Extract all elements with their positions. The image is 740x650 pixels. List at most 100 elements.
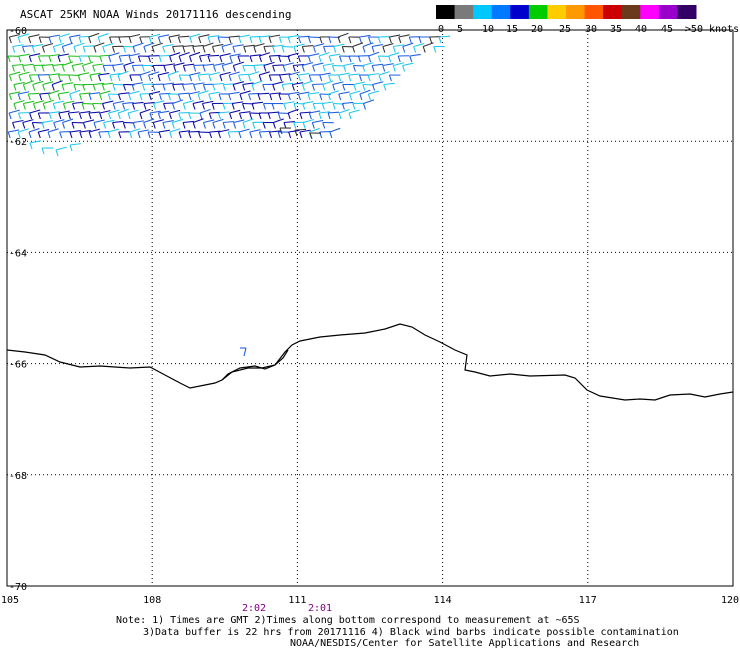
wind-barb-flag <box>137 55 141 63</box>
wind-barb-flag <box>52 103 56 110</box>
wind-barb-flag <box>158 131 162 139</box>
wind-barb-flag <box>118 55 122 63</box>
wind-barb-flag <box>319 36 323 44</box>
wind-barb-flag <box>278 55 282 63</box>
wind-barb-flag <box>283 103 287 110</box>
wind-barb-flag <box>371 46 375 53</box>
wind-barb <box>189 72 201 76</box>
wind-barb-flag <box>327 93 331 101</box>
wind-barb-flag <box>197 74 201 82</box>
wind-barb <box>108 52 120 57</box>
wind-barb <box>48 34 60 38</box>
wind-barb-flag <box>251 84 255 91</box>
wind-barb <box>208 72 220 76</box>
wind-barb <box>398 34 410 38</box>
wind-barb-flag <box>122 46 127 53</box>
legend-swatch-3 <box>491 5 511 19</box>
wind-barb-flag <box>79 93 83 101</box>
wind-barb <box>283 101 295 105</box>
legend-swatch-13 <box>677 5 697 19</box>
wind-barb <box>8 109 20 114</box>
wind-barb-flag <box>17 112 22 120</box>
wind-barb <box>62 61 74 67</box>
lon-label-114: 114 <box>434 595 452 606</box>
wind-barb <box>322 101 334 105</box>
wind-barb-flag <box>322 65 326 72</box>
wind-barb <box>239 90 251 95</box>
wind-barb <box>182 120 195 124</box>
wind-barb-flag <box>192 103 196 110</box>
wind-barb <box>393 62 405 67</box>
wind-barb <box>287 52 299 57</box>
wind-barb-flag <box>68 55 72 63</box>
wind-barb <box>213 62 225 67</box>
wind-barb-flag <box>352 103 356 110</box>
wind-barb-flag <box>122 122 126 129</box>
wind-barb-flag <box>48 55 52 63</box>
wind-barb <box>189 33 201 38</box>
wind-barb <box>183 63 195 67</box>
wind-barb <box>158 110 170 114</box>
wind-barb-flag <box>422 46 426 53</box>
wind-barb-flag <box>12 46 16 53</box>
wind-barb <box>127 109 139 114</box>
wind-barb-flag <box>162 122 166 129</box>
wind-barb <box>223 83 235 86</box>
wind-barb-flag <box>157 112 161 120</box>
wind-barb <box>102 82 114 86</box>
wind-barb <box>348 73 360 76</box>
wind-barb-flag <box>263 46 267 53</box>
wind-barb <box>108 93 120 96</box>
wind-barb-flag <box>139 36 143 44</box>
wind-barb-flag <box>242 84 246 91</box>
wind-barb <box>28 128 40 133</box>
wind-barb <box>93 42 105 48</box>
wind-barb <box>55 146 67 151</box>
wind-barb-flag <box>302 84 306 91</box>
wind-barb <box>48 90 60 95</box>
wind-barb-flag <box>17 131 21 139</box>
wind-barb <box>228 71 240 76</box>
wind-barb <box>228 130 240 133</box>
wind-barb-flag <box>378 74 382 82</box>
wind-barb-flag <box>327 112 331 120</box>
wind-barb <box>58 53 70 57</box>
wind-barb-flag <box>188 131 192 139</box>
wind-barb <box>218 111 230 114</box>
wind-barb-flag <box>13 84 17 91</box>
graticule <box>7 30 733 586</box>
wind-barb-flag <box>148 36 152 44</box>
wind-barb <box>208 91 220 95</box>
wind-barb <box>402 62 414 67</box>
wind-barb-flag <box>157 36 161 44</box>
wind-barb-flag <box>82 122 86 129</box>
wind-barb <box>88 111 100 114</box>
wind-barb <box>282 45 294 48</box>
wind-barb-flag <box>57 55 61 63</box>
wind-barb <box>382 63 394 67</box>
wind-barb-flag <box>143 46 147 53</box>
wind-barb <box>153 119 165 124</box>
wind-barb <box>188 91 200 95</box>
wind-barb <box>312 62 324 67</box>
wind-barb <box>193 64 205 67</box>
wind-barb <box>13 99 25 105</box>
wind-barb-flag <box>28 55 32 63</box>
wind-barb-flag <box>118 131 122 139</box>
wind-barb-flag <box>267 112 271 120</box>
wind-barb-flag <box>272 46 276 53</box>
wind-barb <box>137 129 149 133</box>
wind-barb-flag <box>282 65 286 72</box>
wind-barb <box>268 111 280 114</box>
wind-barb <box>222 62 234 67</box>
wind-barb <box>388 52 400 57</box>
wind-barb-flag <box>297 55 301 63</box>
wind-barb-flag <box>102 46 106 53</box>
time-label-2: 2:01 <box>308 603 332 614</box>
wind-barb <box>168 70 179 76</box>
wind-barb <box>258 92 270 95</box>
wind-barb <box>322 80 334 86</box>
wind-barb <box>89 128 100 133</box>
wind-barb-flag <box>17 93 21 101</box>
wind-barb-flag <box>169 131 173 139</box>
